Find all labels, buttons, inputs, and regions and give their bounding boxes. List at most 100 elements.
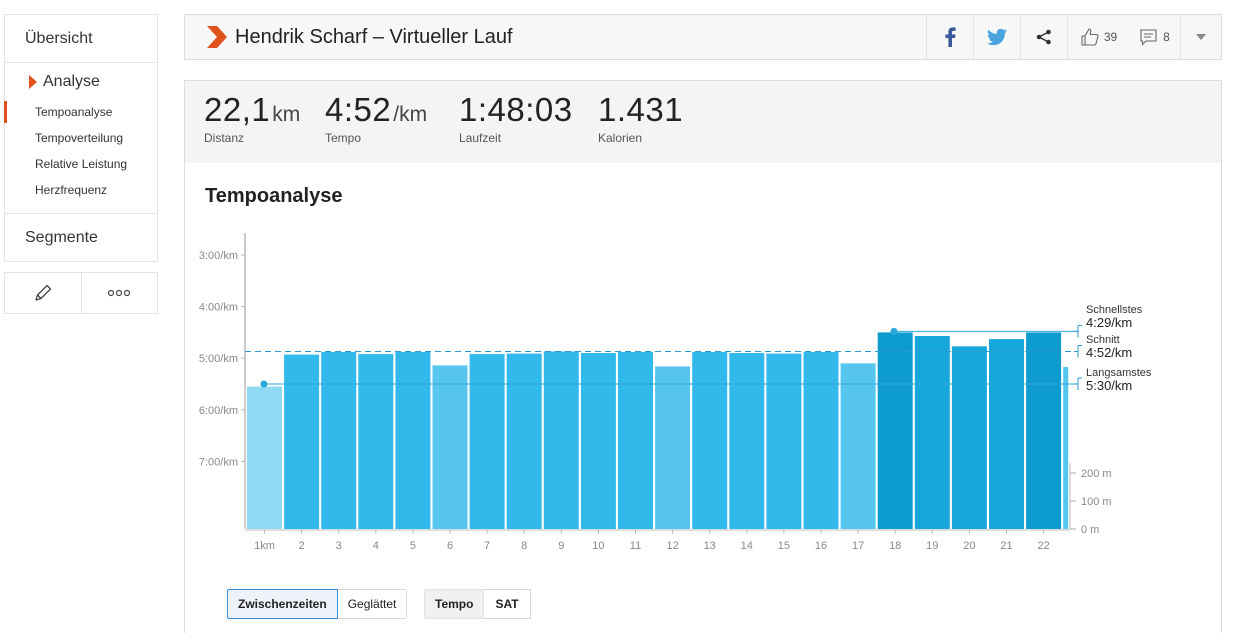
sidebar-subitem-relative-leistung[interactable]: Relative Leistung <box>5 151 157 177</box>
sidebar-item-analyse[interactable]: Analyse <box>5 71 157 93</box>
annotation-value: 4:29/km <box>1086 315 1132 330</box>
sidebar-subitem-label: Relative Leistung <box>35 157 128 171</box>
facebook-icon <box>945 27 956 47</box>
annotation-label: Schnitt <box>1086 334 1120 346</box>
pace-bar <box>877 332 913 529</box>
x-tick-label: 10 <box>592 540 604 552</box>
pace-bar <box>247 386 282 529</box>
y-tick-label: 4:00/km <box>199 302 238 314</box>
pace-bar <box>543 351 579 529</box>
y-tick-label: 5:00/km <box>199 353 238 365</box>
pace-bar <box>395 352 431 529</box>
thumbs-up-icon <box>1081 28 1099 46</box>
pace-bar <box>729 353 765 529</box>
sidebar-subitem-herzfrequenz[interactable]: Herzfrequenz <box>5 177 157 203</box>
twitter-share-button[interactable] <box>973 15 1020 59</box>
like-count: 39 <box>1103 30 1118 44</box>
sidebar: Übersicht Analyse Tempoanalyse Tempovert… <box>4 14 158 314</box>
sat-button[interactable]: SAT <box>484 589 531 619</box>
stat-tempo: 4:52/km Tempo <box>325 91 427 145</box>
stats-bar: 22,1km Distanz 4:52/km Tempo 1:48:03 Lau… <box>184 80 1222 164</box>
pace-bar <box>469 354 505 529</box>
x-tick-label: 16 <box>815 540 827 552</box>
annotation-value: 5:30/km <box>1086 378 1132 393</box>
x-tick-label: 22 <box>1037 540 1049 552</box>
stat-value: 22,1 <box>204 91 271 128</box>
twitter-icon <box>987 29 1007 45</box>
x-tick-label: 14 <box>741 540 753 552</box>
pencil-icon <box>35 284 51 301</box>
pace-bar <box>989 339 1024 529</box>
smoothed-button[interactable]: Geglättet <box>337 589 408 619</box>
pace-bar <box>840 363 876 529</box>
comment-button[interactable]: 8 <box>1130 15 1180 59</box>
y-tick-label: 3:00/km <box>199 250 238 262</box>
x-tick-label: 8 <box>521 540 527 552</box>
x-tick-label: 21 <box>1000 540 1012 552</box>
y-tick-label: 7:00/km <box>199 456 238 468</box>
more-button[interactable] <box>80 273 158 313</box>
stat-label: Laufzeit <box>459 131 502 145</box>
stat-label: Distanz <box>204 131 245 145</box>
facebook-share-button[interactable] <box>926 15 973 59</box>
sidebar-item-label: Segmente <box>25 228 98 246</box>
sidebar-item-segments[interactable]: Segmente <box>5 214 157 261</box>
comment-icon <box>1140 28 1157 46</box>
x-tick-label: 20 <box>963 540 975 552</box>
sidebar-subitem-label: Herzfrequenz <box>35 183 108 197</box>
share-button[interactable] <box>1020 15 1067 59</box>
analysis-panel: Tempoanalyse 3:00/km 4:00/km 5:00/km 6:00/k… <box>184 163 1222 633</box>
annotation-bracket <box>1074 324 1082 338</box>
sidebar-subitem-tempoanalyse[interactable]: Tempoanalyse <box>4 99 157 125</box>
pace-bar <box>914 336 950 529</box>
slowest-marker <box>260 380 268 388</box>
sidebar-tools <box>4 272 158 314</box>
pace-chart: 3:00/km 4:00/km 5:00/km 6:00/km 7:00/km 1km 2 3… <box>199 233 1152 552</box>
pace-bar <box>766 353 802 529</box>
splits-button[interactable]: Zwischenzeiten <box>227 589 338 619</box>
pace-bar <box>321 352 357 529</box>
fastest-marker <box>890 327 898 335</box>
x-tick-label: 4 <box>373 540 379 552</box>
elevation-tick-label: 200 m <box>1081 468 1112 480</box>
pace-bar <box>580 353 616 529</box>
section-title: Tempoanalyse <box>205 185 343 207</box>
stat-value: 4:52 <box>325 91 392 128</box>
elevation-tick-label: 100 m <box>1081 496 1112 508</box>
pace-bar <box>358 354 394 529</box>
sidebar-item-label: Analyse <box>43 73 100 90</box>
brand-chevron-icon <box>207 26 227 48</box>
x-tick-label: 15 <box>778 540 790 552</box>
x-tick-label: 7 <box>484 540 490 552</box>
x-tick-label: 18 <box>889 540 901 552</box>
stat-label: Kalorien <box>598 131 643 145</box>
pace-bar <box>692 352 728 529</box>
stat-value: 1.431 <box>598 91 684 128</box>
pace-bar <box>506 353 542 529</box>
x-tick-label: 19 <box>926 540 938 552</box>
chart-mode-toggle: Zwischenzeiten Geglättet <box>227 589 408 619</box>
stat-calories: 1.431 Kalorien <box>598 91 683 145</box>
stat-unit: /km <box>393 103 428 126</box>
x-tick-label: 5 <box>410 540 416 552</box>
sidebar-item-overview[interactable]: Übersicht <box>5 15 157 63</box>
pace-bar <box>803 352 839 529</box>
x-tick-label: 11 <box>630 540 641 552</box>
activity-title: Hendrik Scharf – Virtueller Lauf <box>235 25 513 48</box>
sidebar-section-analyse: Analyse Tempoanalyse Tempoverteilung Rel… <box>4 63 157 214</box>
pace-bar <box>951 346 987 529</box>
sidebar-item-label: Übersicht <box>25 29 93 47</box>
like-button[interactable]: 39 <box>1067 15 1130 59</box>
edit-button[interactable] <box>5 273 81 313</box>
stat-distance: 22,1km Distanz <box>204 91 300 145</box>
stat-unit: km <box>272 103 301 126</box>
x-tick-label: 17 <box>852 540 864 552</box>
x-tick-label: 6 <box>447 540 453 552</box>
sidebar-subitem-tempoverteilung[interactable]: Tempoverteilung <box>5 125 157 151</box>
header-dropdown-button[interactable] <box>1180 15 1221 59</box>
pace-bar <box>618 352 653 529</box>
tempo-button[interactable]: Tempo <box>424 589 485 619</box>
x-tick-label: 1km <box>254 540 275 552</box>
x-tick-label: 9 <box>558 540 564 552</box>
elevation-tick-label: 0 m <box>1081 524 1099 536</box>
